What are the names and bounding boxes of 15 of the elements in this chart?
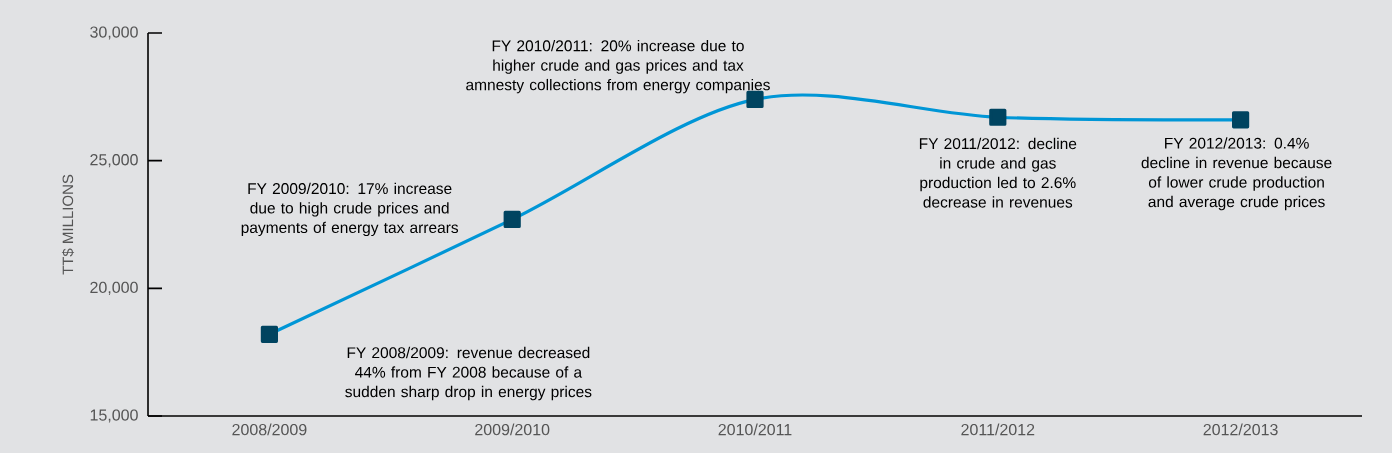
x-tick-label: 2009/2010 <box>475 423 550 436</box>
x-tick-label: 2008/2009 <box>232 423 307 436</box>
annotation: FY 2009/2010: 17% increase due to high crude prices and payments of energy tax arrears <box>241 182 459 237</box>
y-tick-label: 30,000 <box>90 26 138 40</box>
y-axis-title: TT$ MILLIONS <box>61 174 75 275</box>
annotation: FY 2011/2012: decline in crude and gas production led to 2.6% decrease in revenues <box>919 137 1077 208</box>
annotation: FY 2010/2011: 20% increase due to higher crude and gas prices and tax amnesty collections from energy companies <box>466 39 770 94</box>
annotation: FY 2012/2013: 0.4% decline in revenue because of lower crude production and average crude prices <box>1141 137 1332 211</box>
y-tick-label: 25,000 <box>90 154 138 168</box>
x-tick-label: 2010/2011 <box>718 423 792 436</box>
y-tick-label: 15,000 <box>90 409 138 423</box>
y-tick-label: 20,000 <box>90 281 138 295</box>
x-tick-label: 2012/2013 <box>1203 423 1278 436</box>
annotation: FY 2008/2009: revenue decreased 44% from FY 2008 because of a sudden sharp drop in energy prices <box>345 346 592 401</box>
x-tick-label: 2011/2012 <box>961 423 1035 436</box>
